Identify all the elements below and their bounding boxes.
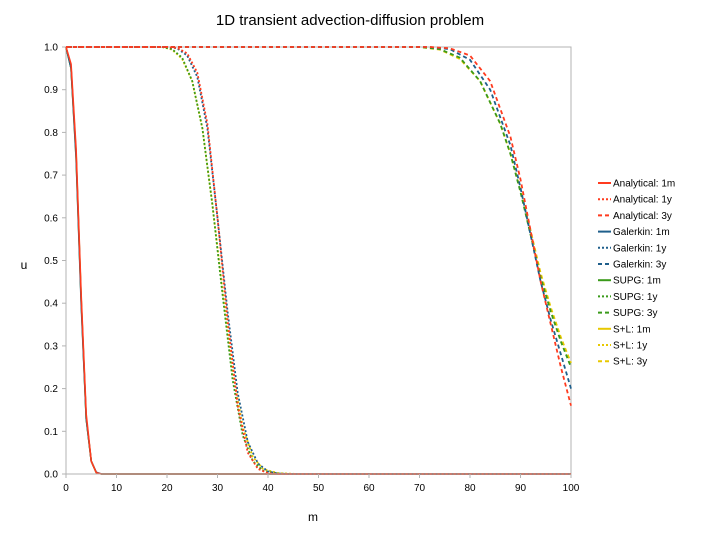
- x-tick-label: 60: [363, 483, 375, 494]
- y-tick-label: 0.3: [44, 341, 58, 352]
- y-tick-label: 0.9: [44, 85, 58, 96]
- x-tick-label: 20: [161, 483, 173, 494]
- legend-label: Analytical: 1m: [613, 179, 675, 190]
- x-tick-label: 40: [262, 483, 274, 494]
- y-tick-label: 0.6: [44, 213, 58, 224]
- y-axis-label: u: [21, 258, 28, 272]
- x-tick-label: 0: [63, 483, 69, 494]
- series-layer: [65, 46, 572, 475]
- y-tick-label: 1.0: [44, 43, 58, 54]
- legend-label: Analytical: 3y: [613, 211, 672, 222]
- y-tick-label: 0.4: [44, 299, 58, 310]
- series-line-supg-1m: [65, 46, 571, 475]
- chart-title: 1D transient advection-diffusion problem: [216, 12, 484, 29]
- y-tick-label: 0.5: [44, 256, 58, 267]
- legend-label: Analytical: 1y: [613, 195, 672, 206]
- series-line-analytical-3y: [66, 46, 572, 406]
- series-line-s-l-1m: [65, 46, 571, 475]
- legend-label: S+L: 1y: [613, 341, 647, 352]
- x-tick-label: 50: [313, 483, 325, 494]
- legend-label: Galerkin: 3y: [613, 260, 666, 271]
- series-line-analytical-1m: [65, 46, 571, 475]
- series-line-s-l-1y: [66, 46, 571, 475]
- legend-label: Galerkin: 1y: [613, 243, 666, 254]
- x-tick-label: 10: [111, 483, 123, 494]
- legend-label: S+L: 1m: [613, 324, 651, 335]
- y-tick-label: 0.0: [44, 470, 58, 481]
- x-tick-label: 70: [414, 483, 426, 494]
- x-axis-ticks: 0 10 20 30 40 50 60 70 80 90 100: [63, 474, 580, 494]
- x-axis-label: m: [308, 510, 318, 524]
- y-tick-label: 0.2: [44, 384, 58, 395]
- x-tick-label: 100: [563, 483, 580, 494]
- legend-label: SUPG: 1m: [613, 276, 661, 287]
- y-tick-label: 0.7: [44, 171, 58, 182]
- y-axis-ticks: 0.0 0.1 0.2 0.3 0.4 0.5 0.6 0.7 0.8 0.9 1.0: [44, 43, 66, 481]
- plot-frame: [65, 46, 572, 475]
- series-line-analytical-1y: [66, 46, 571, 475]
- legend-label: Galerkin: 1m: [613, 227, 670, 238]
- x-tick-label: 90: [515, 483, 527, 494]
- series-line-supg-1y: [66, 46, 571, 475]
- y-tick-label: 0.1: [44, 427, 58, 438]
- y-tick-label: 0.8: [44, 128, 58, 139]
- x-tick-label: 80: [464, 483, 476, 494]
- legend-label: SUPG: 3y: [613, 308, 657, 319]
- series-line-galerkin-3y: [66, 46, 572, 389]
- legend-label: SUPG: 1y: [613, 292, 657, 303]
- series-line-galerkin-1y: [66, 46, 571, 475]
- legend-label: S+L: 3y: [613, 357, 647, 368]
- x-tick-label: 30: [212, 483, 224, 494]
- series-line-galerkin-1m: [65, 46, 571, 475]
- legend: Analytical: 1m Analytical: 1y Analytical: …: [598, 179, 675, 368]
- series-line-s-l-3y: [66, 46, 572, 364]
- series-line-supg-3y: [66, 46, 572, 368]
